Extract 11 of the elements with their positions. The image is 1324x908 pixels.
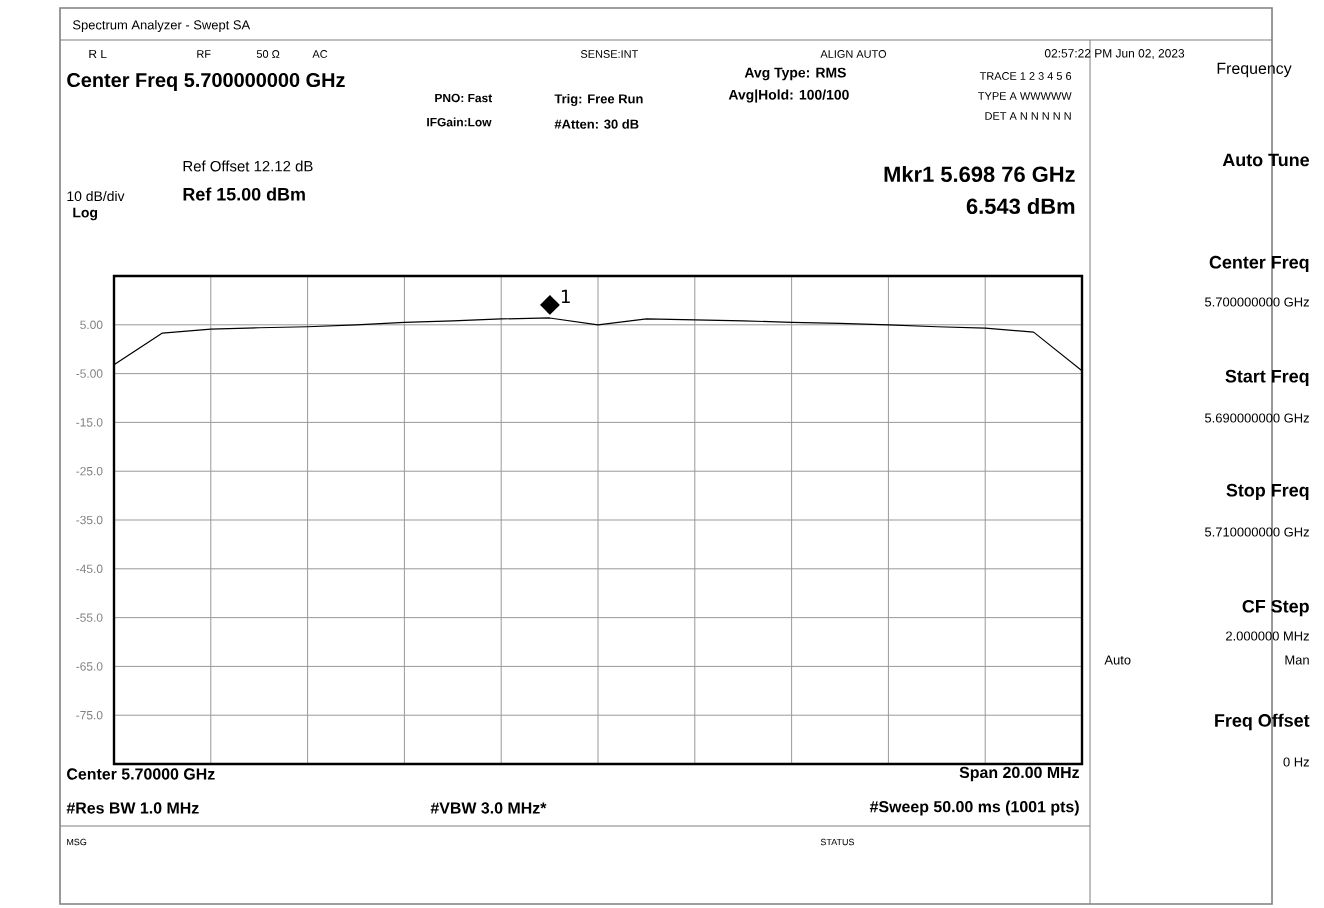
text: Auto Tune <box>1222 153 1310 167</box>
annotation: ◆$^{1}$ <box>540 289 570 315</box>
text: Center Freq <box>1209 255 1309 273</box>
text: Ref 15.00 dBm <box>183 187 305 201</box>
text: Stop Freq <box>1226 483 1309 501</box>
text: Center Freq 5.700000000 GHz <box>67 72 345 92</box>
text: Freq Offset <box>1215 713 1310 731</box>
text: 6.543 dBm <box>966 197 1075 215</box>
text: Start Freq <box>1225 369 1309 387</box>
text: Mkr1 5.698 76 GHz <box>884 165 1075 183</box>
text: CF Step <box>1242 599 1309 617</box>
